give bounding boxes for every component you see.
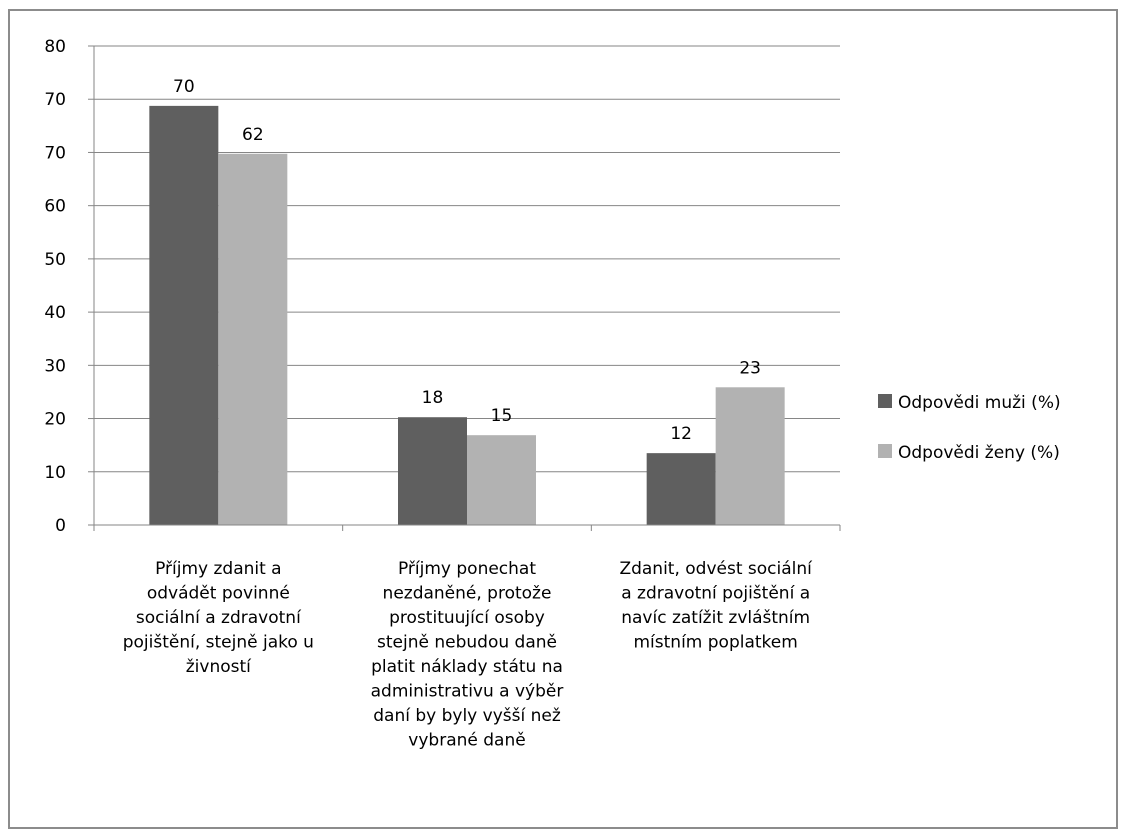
chart-frame: 0 10 20 30 40 50 60 70 70 80 70 62 Příjmy zdanit a od… [8,9,1118,829]
y-tick-label: 10 [44,463,66,483]
category-label-line: odvádět povinné [147,584,290,604]
category-label-line: nezdaněné, protože [383,584,552,604]
legend-swatch [878,444,892,458]
legend-label: Odpovědi muži (%) [898,393,1061,413]
category-label: Příjmy ponechat nezdaněné, protože prostit… [371,559,564,751]
category-label-line: prostituující osoby [389,608,545,628]
bar [715,387,785,525]
data-label: 18 [422,388,444,408]
category-label: Příjmy zdanit a odvádět povinné sociální a… [123,559,314,677]
y-tick-label: 70 [44,143,66,163]
data-label: 12 [670,424,692,444]
y-tick-label: 60 [44,197,66,217]
category-label-line: Příjmy ponechat [398,559,536,579]
bar [646,453,716,525]
y-tick-label: 30 [44,356,66,376]
category-label-line: a zdravotní pojištění a [621,584,810,604]
data-label: 15 [491,406,513,426]
data-label: 70 [173,77,195,97]
category-label-line: pojištění, stejně jako u [123,633,314,653]
data-label: 23 [739,358,761,378]
category-label-line: živností [186,657,252,677]
category-label-line: sociální a zdravotní [136,608,302,628]
category-label-line: vybrané daně [408,731,525,751]
bar [218,153,288,525]
category-label-line: daní by byly vyšší než [373,706,561,726]
category-label-line: administrativu a výběr [371,682,564,702]
y-tick-label: 80 [44,37,66,57]
y-tick-label: 70 [44,90,66,110]
category-label-line: Příjmy zdanit a [155,559,282,579]
bar [467,435,536,525]
y-tick-label: 20 [44,410,66,430]
y-tick-label: 50 [44,250,66,270]
category-label: Zdanit, odvést sociální a zdravotní pojiš… [619,559,813,653]
y-tick-label: 40 [44,303,66,323]
bar [149,105,219,525]
legend-swatch [878,394,892,408]
bar-chart: 0 10 20 30 40 50 60 70 70 80 70 62 Příjmy zdanit a od… [44,37,1061,751]
category-label-line: Zdanit, odvést sociální [619,559,813,579]
category-label-line: stejně nebudou daně [377,633,557,653]
legend-label: Odpovědi ženy (%) [898,443,1060,463]
category-label-line: navíc zatížit zvláštním [621,608,810,628]
y-tick-label: 0 [55,516,66,536]
bar [398,417,467,525]
data-label: 62 [242,125,264,145]
category-label-line: místním poplatkem [634,633,798,653]
category-label-line: platit náklady státu na [371,657,563,677]
